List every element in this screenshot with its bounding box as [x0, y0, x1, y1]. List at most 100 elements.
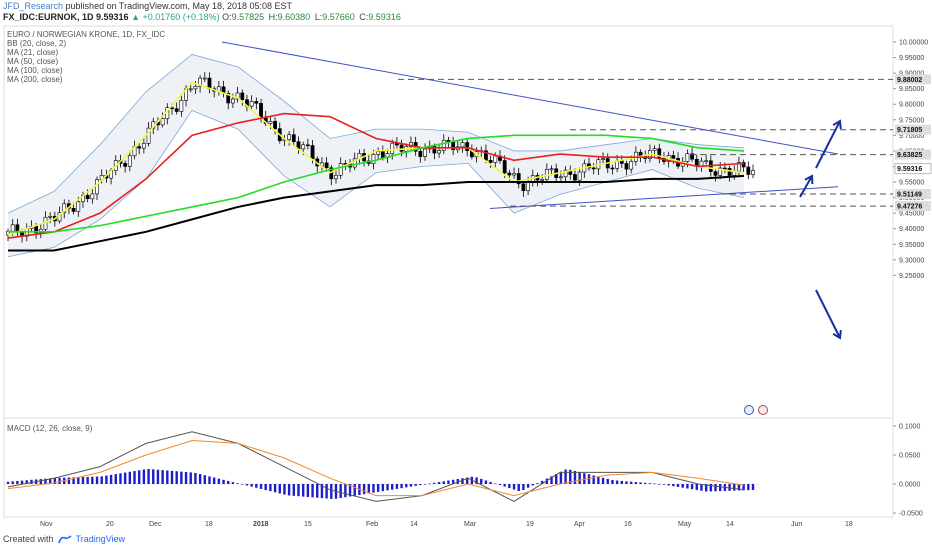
candle-body	[305, 144, 310, 147]
macd-histogram-bar	[414, 484, 417, 486]
macd-histogram-bar	[611, 480, 614, 484]
macd-histogram-bar	[222, 479, 225, 484]
candle-body	[95, 179, 99, 195]
macd-histogram-bar	[559, 471, 563, 484]
macd-histogram-bar	[517, 484, 520, 492]
macd-histogram-bar	[217, 478, 221, 484]
macd-histogram-bar	[601, 477, 605, 484]
macd-histogram-bar	[180, 471, 183, 484]
macd-histogram-bar	[325, 484, 328, 499]
candle-body	[727, 168, 732, 176]
candle-body	[301, 144, 306, 150]
candle-body	[685, 153, 690, 162]
macd-histogram-bar	[273, 484, 277, 493]
macd-histogram-bar	[620, 480, 624, 484]
y-tick-label: 9.25000	[899, 273, 924, 280]
candle-body	[141, 143, 146, 149]
candle-body	[188, 88, 193, 91]
macd-histogram-bar	[166, 470, 169, 484]
macd-histogram-bar	[555, 474, 558, 484]
macd-histogram-bar	[461, 478, 464, 484]
macd-histogram-bar	[386, 484, 389, 491]
macd-histogram-bar	[662, 484, 666, 485]
macd-histogram-bar	[451, 479, 455, 484]
macd-histogram-bar	[250, 484, 253, 487]
y-tick-label: 9.55000	[899, 180, 924, 187]
macd-histogram-bar	[494, 483, 497, 485]
candle-body	[268, 121, 273, 124]
macd-histogram-bar	[634, 482, 638, 484]
macd-histogram-bar	[231, 482, 235, 484]
candle-body	[235, 92, 240, 100]
macd-histogram-bar	[316, 484, 319, 498]
signal-line	[7, 439, 745, 497]
price-chart[interactable]: 10.00000 9.95000 9.90000 9.85000 9.80000 9.75…	[0, 0, 932, 534]
macd-line	[7, 431, 745, 502]
macd-histogram-bar	[578, 472, 581, 484]
macd-legend: MACD (12, 26, close, 9)	[7, 424, 93, 433]
candle-body	[694, 158, 699, 167]
chart-header: JFD_Research published on TradingView.co…	[3, 1, 403, 23]
candle-body	[610, 167, 615, 170]
macd-histogram-bar	[480, 478, 483, 484]
macd-histogram-bar	[11, 481, 14, 484]
price-level-label-bg	[894, 163, 932, 175]
x-tick-label: 15	[304, 521, 312, 528]
macd-histogram-bar	[714, 484, 717, 492]
macd-histogram-bar	[39, 479, 42, 484]
macd-histogram-bar	[292, 484, 296, 496]
candle-body	[273, 121, 277, 129]
candle-body	[390, 142, 395, 154]
macd-histogram-bar	[639, 482, 642, 484]
candle-body	[507, 172, 512, 176]
tradingview-link[interactable]: TradingView	[75, 534, 126, 544]
candle-body	[493, 155, 498, 163]
ma200-line	[8, 174, 745, 252]
candle-body	[624, 163, 629, 170]
macd-histogram-bar	[465, 477, 469, 484]
candle-body	[713, 171, 718, 176]
candle-body	[85, 195, 90, 200]
price-level-label-bg	[895, 189, 931, 200]
author-link[interactable]: JFD_Research	[3, 1, 64, 11]
macd-histogram-bar	[301, 484, 305, 497]
y-tick-label: 9.95000	[899, 55, 924, 62]
macd-histogram-bar	[564, 469, 567, 484]
x-tick-label: 14	[726, 521, 734, 528]
candle-body	[704, 160, 709, 163]
y-tick-label: 9.85000	[899, 86, 924, 93]
candle-body	[202, 77, 207, 80]
macd-histogram-bar	[119, 473, 122, 484]
candle-body	[123, 163, 128, 167]
candle-body	[437, 150, 441, 154]
macd-histogram-bar	[658, 483, 661, 485]
breakout-up-arrow-large	[815, 120, 841, 169]
macd-pane	[3, 417, 894, 518]
ohlc-close: C:9.59316	[359, 12, 401, 22]
macd-histogram-bar	[194, 472, 197, 484]
macd-histogram-bar	[175, 471, 178, 484]
candle-body	[399, 144, 404, 152]
candle-body	[521, 183, 526, 192]
macd-histogram-bar	[367, 484, 370, 494]
macd-y-tick-label: 0.0000	[899, 482, 921, 489]
footer: Created with TradingView	[3, 534, 125, 544]
candle-body	[512, 173, 516, 176]
macd-histogram-bar	[704, 484, 708, 492]
candle-body	[690, 153, 694, 160]
macd-histogram-bar	[536, 483, 539, 484]
candle-body	[549, 168, 554, 171]
macd-histogram-bar	[105, 475, 108, 484]
macd-histogram-bar	[53, 477, 57, 484]
candle-body	[619, 160, 624, 164]
breakdown-arrow	[815, 289, 841, 339]
macd-histogram-bar	[447, 480, 450, 484]
candle-body	[127, 155, 132, 167]
price-level-label: 9.71805	[897, 127, 922, 134]
bollinger-lower	[7, 109, 745, 258]
y-tick-label: 9.80000	[899, 102, 924, 109]
macd-histogram-bar	[719, 484, 722, 492]
publish-info: published on TradingView.com, May 18, 20…	[65, 1, 293, 11]
candle-body	[741, 162, 746, 168]
breakdown-arrow-head	[832, 329, 842, 340]
